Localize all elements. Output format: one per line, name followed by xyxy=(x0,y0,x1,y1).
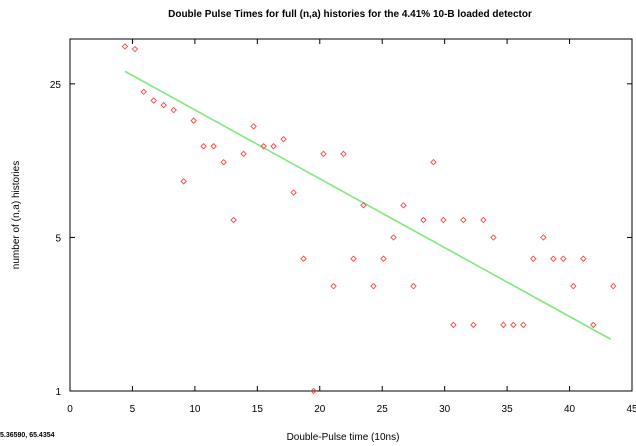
fit-line-group xyxy=(124,70,612,340)
data-point xyxy=(450,321,457,329)
chart-title: Double Pulse Times for full (n,a) histor… xyxy=(168,9,532,20)
data-point xyxy=(121,43,129,50)
data-point xyxy=(310,387,317,395)
x-tick-label: 15 xyxy=(252,404,264,415)
data-point xyxy=(590,321,597,329)
data-point xyxy=(500,321,507,329)
y-tick-label: 1 xyxy=(55,387,61,398)
data-point xyxy=(150,97,157,104)
data-point xyxy=(570,282,577,290)
data-point xyxy=(210,143,217,150)
x-tick-label: 20 xyxy=(314,404,326,415)
data-point xyxy=(430,158,437,166)
data-point xyxy=(390,234,397,241)
data-point xyxy=(520,321,527,329)
plot-frame xyxy=(69,38,633,392)
data-point xyxy=(270,143,277,150)
data-point xyxy=(240,150,247,158)
data-point xyxy=(510,321,517,329)
data-point xyxy=(360,202,367,209)
data-point xyxy=(290,189,297,196)
x-tick-label: 40 xyxy=(564,404,576,415)
x-tick-label: 5 xyxy=(130,404,136,415)
data-point xyxy=(131,45,139,53)
data-point xyxy=(250,123,257,130)
data-point xyxy=(190,117,197,124)
data-points xyxy=(121,43,617,395)
data-point xyxy=(610,282,617,290)
x-tick-label: 25 xyxy=(377,404,389,415)
cursor-coordinate-readout: 5.36590, 65.4354 xyxy=(0,432,55,439)
data-point xyxy=(370,282,377,290)
y-tick-label: 5 xyxy=(55,233,61,244)
x-tick-label: 30 xyxy=(439,404,451,415)
data-point xyxy=(410,282,417,290)
data-point xyxy=(470,321,477,329)
data-point xyxy=(220,158,227,166)
x-tick-label: 35 xyxy=(502,404,514,415)
data-point xyxy=(530,255,537,262)
x-tick-label: 0 xyxy=(67,404,73,415)
data-point xyxy=(300,255,307,262)
x-axis-label: Double-Pulse time (10ns) xyxy=(287,432,400,443)
data-point xyxy=(320,150,327,158)
data-point xyxy=(200,143,207,150)
data-point xyxy=(580,255,587,262)
data-point xyxy=(550,255,557,262)
data-point xyxy=(350,255,357,262)
y-tick-label: 25 xyxy=(50,80,62,91)
data-point xyxy=(160,101,167,109)
data-point xyxy=(340,150,347,158)
x-axis: 0 5 10 15 20 25 30 35 40 45 xyxy=(67,39,636,415)
y-axis-label: number of (n,a) histories xyxy=(11,161,22,269)
x-tick-label: 45 xyxy=(626,404,636,415)
data-point xyxy=(420,216,427,224)
data-point xyxy=(180,178,187,185)
x-tick-label: 10 xyxy=(189,404,201,415)
data-point xyxy=(460,216,467,224)
data-point xyxy=(260,143,267,150)
data-point xyxy=(330,282,337,290)
data-point xyxy=(400,202,407,209)
data-point xyxy=(490,234,497,241)
fit-line xyxy=(124,70,612,340)
data-point xyxy=(170,106,177,114)
data-point xyxy=(540,234,547,241)
data-point xyxy=(440,216,447,224)
data-point xyxy=(380,255,387,262)
data-point xyxy=(280,135,287,143)
data-point xyxy=(480,216,487,224)
data-point xyxy=(140,88,147,96)
data-point xyxy=(230,216,237,224)
data-point xyxy=(560,255,567,262)
